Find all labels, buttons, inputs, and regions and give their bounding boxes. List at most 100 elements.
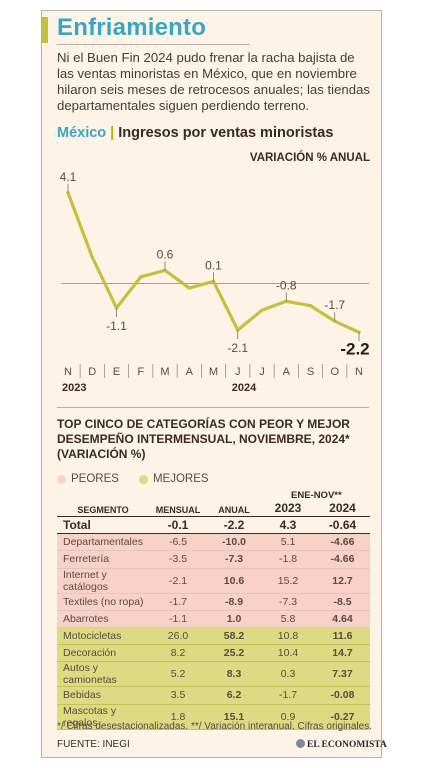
cell-2023: 15.2 [261, 568, 315, 594]
brand-name: EL ECONOMISTA [307, 740, 387, 750]
cell-mensual: 26.0 [149, 627, 207, 646]
cell-anual: 15.1 [207, 704, 261, 730]
cell-2023: -7.3 [261, 593, 315, 611]
cell-mensual: -3.5 [149, 550, 207, 569]
cell-2023: 0.9 [261, 704, 315, 730]
chart-heading: México | Ingresos por ventas minoristas [57, 125, 333, 141]
cell-segment: Departamentales [57, 533, 149, 552]
cell-2024: 4.64 [315, 610, 370, 628]
data-point [114, 306, 119, 310]
cell-2023: 4.3 [261, 516, 315, 535]
cell-anual: -10.0 [207, 533, 261, 552]
table-row-worst: Internet y catálogos -2.1 10.6 15.2 12.7 [57, 568, 370, 594]
page-title: Enfriamiento [57, 14, 207, 41]
retail-sales-line-chart: 4.1 -1.1 0.6 0.1 -2.1 -0.8 -1.7 -2.2 N D E F M A M J J A S… [60, 170, 370, 394]
cell-2024: 14.7 [315, 644, 370, 663]
data-point [357, 330, 361, 334]
data-point [90, 255, 94, 259]
cell-2024: -4.66 [315, 533, 370, 552]
data-point [308, 304, 313, 308]
cell-2024: 12.7 [315, 568, 370, 594]
cell-mensual: 3.5 [149, 686, 207, 705]
x-year-label: 2024 [232, 382, 257, 394]
x-tick-label: O [330, 366, 339, 378]
chart-y-axis-label: VARIACIÓN % ANUAL [249, 152, 370, 164]
footnote: */ Cifras desestacionalizadas. **/ Varia… [57, 721, 372, 732]
cell-mensual: -6.5 [149, 533, 207, 552]
cell-anual: -7.3 [207, 550, 261, 569]
data-point [163, 268, 167, 272]
data-label: 4.1 [60, 170, 77, 184]
cell-mensual: 1.8 [149, 704, 207, 730]
col-header-2023: 2023 [261, 501, 315, 517]
table-row-worst: Departamentales -6.5 -10.0 5.1 -4.66 [57, 533, 370, 552]
cell-2023: 10.4 [261, 644, 315, 663]
cell-segment: Total [57, 516, 149, 535]
data-label: -1.7 [324, 298, 345, 312]
cell-anual: 8.3 [207, 661, 261, 688]
cell-2023: 5.8 [261, 610, 315, 628]
table-row-worst: Abarrotes -1.1 1.0 5.8 4.64 [57, 610, 370, 628]
cell-anual: 58.2 [207, 627, 261, 646]
x-tick-label: N [355, 366, 363, 378]
cell-2024: -0.27 [315, 704, 370, 730]
cell-mensual: -1.7 [149, 593, 207, 611]
table-row-worst: Ferretería -3.5 -7.3 -1.8 -4.66 [57, 550, 370, 569]
x-tick-label: A [283, 366, 291, 378]
data-point [187, 286, 191, 290]
table-row-best: Motocicletas 26.0 58.2 10.8 11.6 [57, 627, 370, 646]
cell-2024: -0.64 [315, 516, 370, 535]
legend-worst-label: PEORES [71, 473, 119, 485]
x-tick-label: D [88, 366, 96, 378]
x-tick-label: N [64, 366, 72, 378]
x-tick-label: M [160, 366, 169, 378]
cell-anual: 10.6 [207, 568, 261, 594]
data-label: -0.8 [276, 278, 297, 292]
categories-table: SEGMENTO MENSUAL ANUAL 2023 2024 Total -… [57, 501, 370, 730]
cell-2023: 0.3 [261, 661, 315, 688]
cell-2024: -4.66 [315, 550, 370, 569]
cell-2023: 10.8 [261, 627, 315, 646]
data-label: -2.1 [227, 341, 248, 355]
cell-2024: -0.08 [315, 686, 370, 705]
cell-mensual: 5.2 [149, 661, 207, 688]
cell-segment: Decoración [57, 644, 149, 663]
cell-segment: Ferretería [57, 550, 149, 569]
section-divider [57, 407, 369, 408]
data-point [139, 275, 143, 279]
legend-best: MEJORES [138, 473, 209, 485]
cell-segment: Internet y catálogos [57, 568, 149, 594]
period-label: ENE-NOV** [291, 490, 342, 501]
data-label: -1.1 [106, 319, 127, 333]
cell-2024: 11.6 [315, 627, 370, 646]
brand-logo: EL ECONOMISTA [296, 739, 387, 750]
x-year-label: 2023 [62, 382, 86, 394]
table-row-best: Decoración 8.2 25.2 10.4 14.7 [57, 644, 370, 663]
table-header-row: SEGMENTO MENSUAL ANUAL 2023 2024 [57, 501, 370, 517]
table-row-best: Mascotas y regalos 1.8 15.1 0.9 -0.27 [57, 704, 370, 730]
data-label: 0.1 [205, 258, 222, 272]
cell-2024: -8.5 [315, 593, 370, 611]
table-row-best: Bebidas 3.5 6.2 -1.7 -0.08 [57, 686, 370, 705]
legend-best-swatch [138, 474, 148, 484]
x-tick-label: E [113, 366, 120, 378]
title-rule [57, 44, 250, 45]
cell-anual: 1.0 [207, 610, 261, 628]
x-tick-label: J [235, 366, 241, 378]
legend-worst-swatch [57, 474, 66, 484]
cell-anual: 25.2 [207, 644, 261, 663]
table-legend: PEORES MEJORES [57, 473, 229, 485]
data-point [211, 279, 216, 283]
cell-anual: -8.9 [207, 593, 261, 611]
cell-anual: -2.2 [207, 516, 261, 535]
table-row-worst: Textiles (no ropa) -1.7 -8.9 -7.3 -8.5 [57, 593, 370, 611]
chart-country: México [57, 125, 107, 141]
title-accent-bar [42, 17, 48, 43]
col-header-2024: 2024 [315, 501, 370, 517]
cell-mensual: 8.2 [149, 644, 207, 663]
cell-segment: Textiles (no ropa) [57, 593, 149, 611]
table-body: Total -0.1 -2.2 4.3 -0.64 Departamentale… [57, 516, 370, 730]
cell-segment: Motocicletas [57, 627, 149, 646]
table-title: TOP CINCO DE CATEGORÍAS CON PEOR Y MEJOR… [57, 417, 350, 461]
col-header-mensual: MENSUAL [149, 501, 207, 517]
